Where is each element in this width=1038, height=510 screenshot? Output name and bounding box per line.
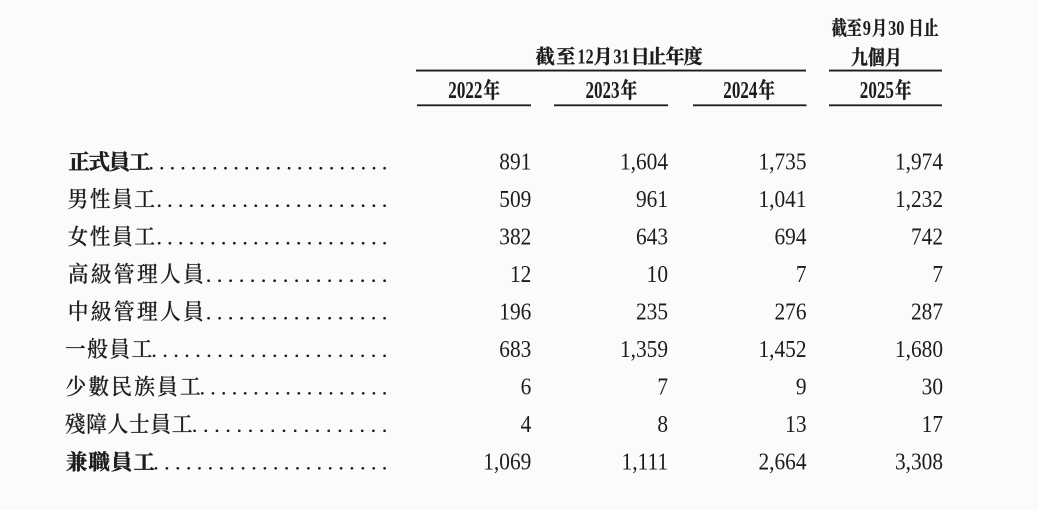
svg-text:196: 196 bbox=[499, 298, 531, 324]
svg-text:7: 7 bbox=[657, 373, 668, 399]
svg-text:1,452: 1,452 bbox=[758, 336, 806, 362]
svg-text:742: 742 bbox=[911, 223, 943, 249]
svg-text:4: 4 bbox=[521, 411, 532, 437]
svg-text:694: 694 bbox=[774, 223, 806, 249]
svg-text:2,664: 2,664 bbox=[758, 448, 806, 474]
svg-text:13: 13 bbox=[785, 411, 806, 437]
svg-text:276: 276 bbox=[774, 298, 806, 324]
svg-text:3,308: 3,308 bbox=[895, 448, 943, 474]
svg-text:683: 683 bbox=[499, 336, 531, 362]
svg-text:6: 6 bbox=[521, 373, 532, 399]
svg-text:7: 7 bbox=[796, 261, 807, 287]
svg-text:382: 382 bbox=[499, 223, 531, 249]
svg-text:17: 17 bbox=[922, 411, 943, 437]
svg-text:30: 30 bbox=[888, 17, 904, 41]
svg-text:1,111: 1,111 bbox=[622, 448, 668, 474]
svg-text:2024: 2024 bbox=[723, 76, 758, 104]
svg-text:509: 509 bbox=[499, 186, 531, 212]
svg-text:1,974: 1,974 bbox=[895, 148, 943, 174]
svg-text:2023: 2023 bbox=[586, 76, 620, 104]
svg-text:891: 891 bbox=[499, 148, 531, 174]
svg-text:9: 9 bbox=[796, 373, 807, 399]
svg-text:287: 287 bbox=[911, 298, 943, 324]
svg-text:8: 8 bbox=[657, 411, 668, 437]
svg-text:2022: 2022 bbox=[448, 76, 482, 104]
svg-text:31: 31 bbox=[613, 45, 629, 69]
svg-text:235: 235 bbox=[636, 298, 668, 324]
svg-text:1,735: 1,735 bbox=[758, 148, 806, 174]
svg-text:12: 12 bbox=[510, 261, 531, 287]
svg-text:12: 12 bbox=[577, 45, 593, 69]
svg-text:1,604: 1,604 bbox=[620, 148, 668, 174]
svg-text:1,041: 1,041 bbox=[758, 186, 806, 212]
svg-text:2025: 2025 bbox=[860, 76, 894, 104]
svg-text:1,359: 1,359 bbox=[620, 336, 668, 362]
svg-text:30: 30 bbox=[922, 373, 943, 399]
svg-text:1,680: 1,680 bbox=[895, 336, 943, 362]
svg-text:1,232: 1,232 bbox=[895, 186, 943, 212]
svg-text:1,069: 1,069 bbox=[483, 448, 531, 474]
svg-text:10: 10 bbox=[647, 261, 668, 287]
svg-text:643: 643 bbox=[636, 223, 668, 249]
svg-text:7: 7 bbox=[932, 261, 943, 287]
svg-text:961: 961 bbox=[636, 186, 668, 212]
svg-text:9: 9 bbox=[863, 17, 871, 41]
